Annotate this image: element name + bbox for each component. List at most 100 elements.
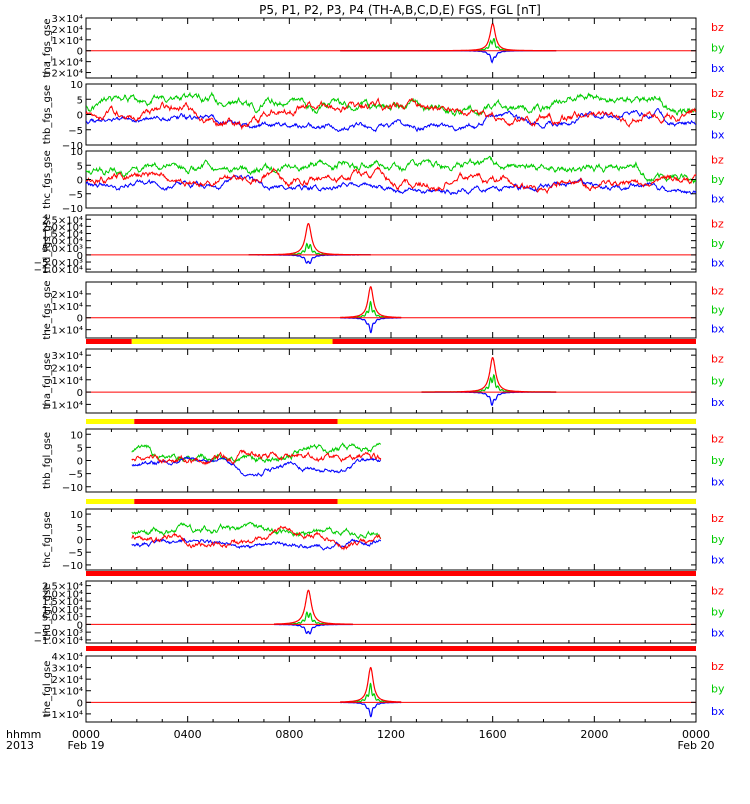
panel-thc_fgs_gse: 10 5 0 −5 −10 thc_fgs_gse bz by bx xyxy=(42,147,725,215)
series-line-bx xyxy=(340,50,557,64)
y-tick-label: 5.0×10³ xyxy=(42,613,83,624)
y-tick-label: −5 xyxy=(68,470,83,481)
y-axis-label: the_fgl_gse xyxy=(42,661,53,718)
y-tick-label: 5 xyxy=(77,523,83,534)
series-line-by xyxy=(86,91,696,117)
chart-title: P5, P1, P2, P3, P4 (TH-A,B,C,D,E) FGS, F… xyxy=(259,3,541,17)
y-tick-label: 1×10⁴ xyxy=(52,687,83,698)
status-bar-segment xyxy=(86,499,135,504)
series-line-bx xyxy=(248,254,371,265)
y-tick-label: 1×10⁴ xyxy=(52,36,83,47)
panel-thd_fgs_gse: 2.5×10⁴2.0×10⁴1.5×10⁴1.0×10⁴5.0×10³0−5.0… xyxy=(34,214,725,276)
status-bar-segment xyxy=(86,339,132,344)
y-tick-label: 1.0×10⁴ xyxy=(42,605,83,616)
series-line-bx xyxy=(86,174,696,195)
y-tick-label: 0 xyxy=(77,620,83,631)
series-line-by xyxy=(131,521,381,540)
status-bar-segment xyxy=(86,646,696,651)
y-tick-label: −1.0×10⁴ xyxy=(34,265,83,276)
legend-bx: bx xyxy=(711,626,725,639)
y-tick-label: 1×10⁴ xyxy=(52,302,83,313)
y-tick-label: 0 xyxy=(77,111,83,122)
time-row-label-year: 2013 xyxy=(6,739,34,752)
y-tick-label: 2.0×10⁴ xyxy=(42,222,83,233)
y-tick-label: −1×10⁴ xyxy=(43,58,83,69)
y-tick-label: 3×10⁴ xyxy=(52,664,83,675)
y-tick-label: 5 xyxy=(77,161,83,172)
y-tick-label: 0 xyxy=(77,698,83,709)
y-tick-label: 5.0×10³ xyxy=(42,244,83,255)
panel-thd_fgl_gse: 2.5×10⁴2.0×10⁴1.5×10⁴1.0×10⁴5.0×10³0−5.0… xyxy=(34,571,725,647)
series-line-bz xyxy=(131,449,382,466)
y-axis-label: thc_fgl_gse xyxy=(42,511,53,567)
panel-thb_fgl_gse: 10 5 0 −5 −10 thb_fgl_gse bz by bx xyxy=(42,419,725,494)
y-tick-label: 0 xyxy=(77,47,83,58)
legend-bx: bx xyxy=(711,396,725,409)
time-tick-label: 2000 xyxy=(580,728,608,741)
legend-bz: bz xyxy=(711,284,724,297)
y-tick-label: 1.0×10⁴ xyxy=(42,237,83,248)
panel-frame xyxy=(85,214,697,273)
y-tick-label: 10 xyxy=(70,80,83,91)
y-axis-label: thd_fgl_gse xyxy=(42,584,53,641)
y-tick-label: −1×10⁴ xyxy=(43,326,83,337)
y-tick-label: −5 xyxy=(68,548,83,559)
y-tick-label: 2×10⁴ xyxy=(52,675,83,686)
panel-frame xyxy=(85,655,697,723)
y-tick-label: 0 xyxy=(77,536,83,547)
series-line-bz xyxy=(274,589,353,625)
y-tick-label: 3×10⁴ xyxy=(52,351,83,362)
y-tick-label: −2×10⁴ xyxy=(43,69,83,80)
y-tick-label: −5.0×10³ xyxy=(34,258,83,269)
y-tick-label: 2.5×10⁴ xyxy=(42,582,83,593)
legend-bx: bx xyxy=(711,705,725,718)
time-tick-label: 1600 xyxy=(479,728,507,741)
legend-bz: bz xyxy=(711,353,724,366)
series-line-by xyxy=(340,300,402,319)
series-line-bz xyxy=(248,222,371,256)
y-tick-label: 0 xyxy=(77,457,83,468)
status-bar-segment xyxy=(337,419,696,424)
time-tick-label: 0800 xyxy=(275,728,303,741)
status-bar-segment xyxy=(131,339,333,344)
series-line-bz xyxy=(340,286,402,318)
y-axis-label: thb_fgs_gse xyxy=(42,85,53,144)
legend-bz: bz xyxy=(711,584,724,597)
series-line-bx xyxy=(340,701,402,718)
legend-bx: bx xyxy=(711,554,725,567)
legend-bx: bx xyxy=(711,129,725,142)
y-tick-label: 0 xyxy=(77,251,83,262)
y-tick-label: 0 xyxy=(77,176,83,187)
y-tick-label: 2.5×10⁴ xyxy=(42,215,83,226)
legend-by: by xyxy=(711,374,725,387)
legend-bz: bz xyxy=(711,218,724,231)
y-tick-label: 1×10⁴ xyxy=(52,376,83,387)
y-tick-label: −5.0×10³ xyxy=(34,628,83,639)
y-tick-label: 2.0×10⁴ xyxy=(42,589,83,600)
y-tick-label: 2×10⁴ xyxy=(52,363,83,374)
series-line-bx xyxy=(421,391,557,407)
y-tick-label: −10 xyxy=(62,204,83,215)
status-bar-segment xyxy=(86,419,135,424)
y-tick-label: −10 xyxy=(62,561,83,572)
series-line-bz xyxy=(340,22,557,52)
panel-frame xyxy=(85,150,697,209)
legend-by: by xyxy=(711,41,725,54)
legend-by: by xyxy=(711,237,725,250)
time-tick-label: 0400 xyxy=(174,728,202,741)
legend-bz: bz xyxy=(711,21,724,34)
y-tick-label: 4×10⁴ xyxy=(52,652,83,663)
y-axis-label: tha_fgl_gse xyxy=(42,353,53,410)
series-line-by xyxy=(340,38,557,52)
legend-by: by xyxy=(711,454,725,467)
status-bar-segment xyxy=(332,339,696,344)
legend-by: by xyxy=(711,605,725,618)
series-line-bx xyxy=(340,317,402,334)
status-bar-segment xyxy=(86,571,696,576)
panel-frame xyxy=(85,348,697,414)
y-axis-label: tha_fgs_gse xyxy=(42,18,53,77)
y-tick-label: −10 xyxy=(62,483,83,494)
